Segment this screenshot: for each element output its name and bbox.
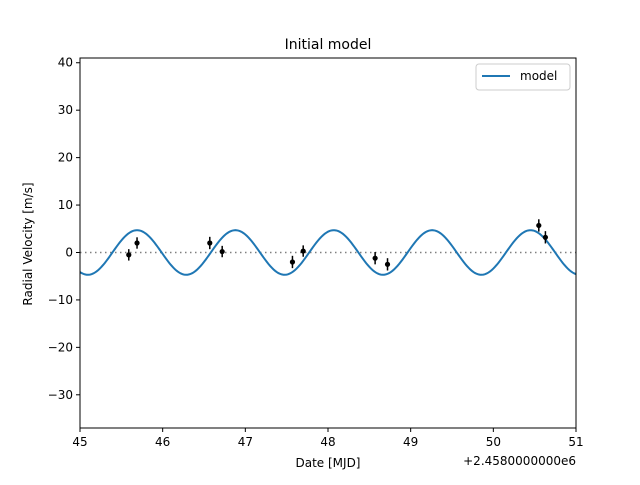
data-point: [300, 248, 306, 254]
model-line: [79, 229, 577, 276]
data-point: [372, 255, 378, 261]
data-point: [384, 261, 391, 267]
y-tick-label: 30: [58, 103, 73, 117]
x-tick-label: 51: [568, 435, 583, 449]
x-tick-label: 50: [486, 435, 501, 449]
x-tick-label: 48: [320, 435, 335, 449]
y-tick-label: −10: [48, 293, 73, 307]
x-tick-label: 49: [403, 435, 418, 449]
x-tick-label: 46: [155, 435, 170, 449]
y-tick-label: 20: [58, 151, 73, 165]
x-axis-offset: +2.4580000000e6: [463, 454, 576, 468]
y-tick-label: 40: [58, 56, 73, 70]
chart-title: Initial model: [285, 37, 372, 53]
plot-frame: [79, 57, 577, 429]
plot-area: [79, 219, 577, 276]
x-tick-label: 47: [238, 435, 253, 449]
x-axis-ticks: 45 46 47 48 49 50 51: [72, 428, 584, 449]
y-tick-label: −20: [48, 340, 73, 354]
data-point: [134, 240, 140, 246]
x-axis-title: Date [MJD]: [296, 456, 361, 470]
x-tick-label: 45: [72, 435, 87, 449]
y-axis-ticks: −30 −20 −10 0 10 20 30 40: [48, 56, 80, 402]
y-axis-title: Radial Velocity [m/s]: [21, 182, 35, 305]
y-tick-label: 0: [65, 245, 73, 259]
data-point: [126, 252, 132, 258]
legend: model: [475, 63, 571, 91]
data-point: [542, 234, 549, 240]
data-point: [219, 248, 225, 255]
data-point: [289, 259, 296, 265]
legend-model-label: model: [520, 69, 557, 83]
legend-frame: [475, 63, 571, 91]
data-point: [536, 222, 542, 229]
y-tick-label: 10: [58, 198, 73, 212]
y-tick-label: −30: [48, 388, 73, 402]
data-point: [207, 240, 213, 246]
